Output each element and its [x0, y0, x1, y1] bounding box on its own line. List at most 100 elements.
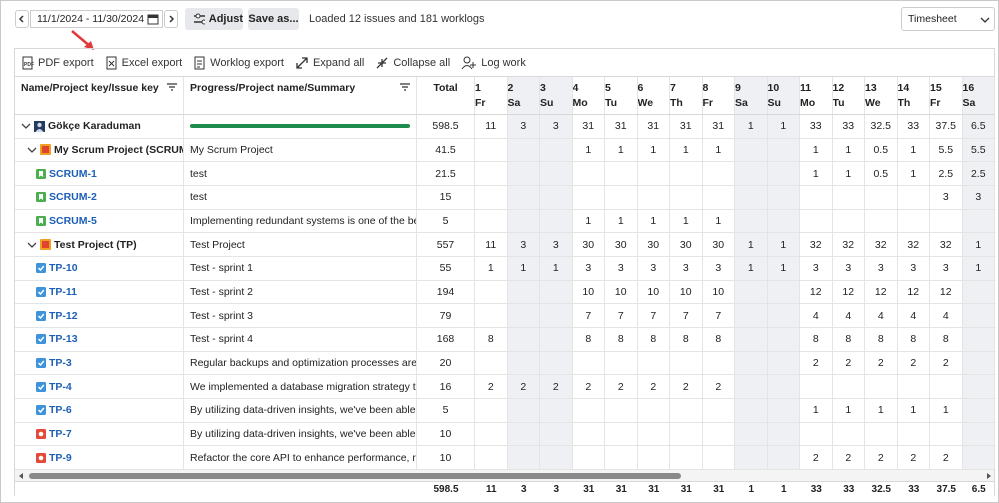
day-cell [540, 351, 573, 375]
icon-part [36, 310, 46, 321]
issue-key[interactable]: SCRUM-1 [49, 167, 97, 180]
day-cell [540, 280, 573, 304]
expand-toggle[interactable] [27, 146, 37, 154]
day-cell: 32.5 [865, 115, 898, 138]
save-as-button[interactable]: Save as... [248, 8, 299, 30]
day-header: 7 Th [670, 77, 703, 114]
icon-part: PDF [24, 62, 34, 68]
icon-part [36, 263, 46, 274]
day-cell [703, 351, 735, 375]
table-row: TP-12 Test - sprint 3 79 7 7 7 7 7 4 4 4 4 4 [15, 304, 995, 328]
day-cell: 3 [930, 256, 963, 280]
day-cell [638, 351, 670, 375]
row-total: 194 [417, 280, 475, 304]
day-cell: 1 [475, 256, 508, 280]
name-cell: TP-7 [15, 422, 184, 446]
icon-part [21, 123, 31, 130]
day-cell: 3 [800, 256, 833, 280]
row-total: 10 [417, 446, 475, 469]
footer-cell: 33 [908, 483, 920, 495]
day-cell: 2 [573, 375, 605, 398]
issue-key[interactable]: TP-6 [49, 404, 72, 417]
day-cell: 3 [540, 233, 573, 256]
row-total: 557 [417, 233, 475, 256]
scrollbar[interactable] [15, 469, 994, 482]
icon-part [21, 123, 31, 130]
view-select[interactable]: Timesheet [901, 7, 995, 31]
action-button[interactable]: Worklog export [193, 56, 284, 70]
footer-spacer [15, 482, 184, 497]
day-cell: 32 [833, 233, 865, 256]
filter-icon[interactable] [167, 82, 177, 94]
day-number: 10 [767, 82, 780, 94]
action-icon [461, 56, 481, 70]
issue-key[interactable]: TP-11 [49, 285, 78, 298]
action-icon [193, 56, 210, 70]
day-header: 3 Su [540, 77, 573, 114]
row-total: 79 [417, 304, 475, 327]
day-cell [670, 422, 703, 446]
issue-key[interactable]: SCRUM-2 [49, 191, 97, 204]
day-number: 6 [637, 82, 644, 94]
day-cell [767, 398, 800, 422]
icon-part [36, 452, 46, 463]
issue-key[interactable]: TP-10 [49, 262, 78, 275]
footer-row: 598.5 11 3 3 31 31 31 31 31 1 1 33 33 32.5 33 37.5 6.5 [15, 482, 994, 497]
day-cell: 10 [703, 280, 735, 304]
icon-part [148, 15, 158, 18]
day-cell [475, 304, 508, 327]
icon-part [19, 472, 23, 479]
day-number: 3 [540, 82, 546, 94]
issue-key[interactable]: TP-7 [49, 427, 72, 440]
prev-button[interactable] [15, 10, 29, 28]
expand-toggle[interactable] [27, 241, 37, 249]
issue-key[interactable]: TP-3 [49, 356, 72, 369]
bug-icon [36, 452, 46, 463]
weekday: Th [670, 97, 683, 109]
summary: Test - sprint 4 [190, 333, 254, 346]
scroll-right[interactable] [985, 472, 993, 480]
issue-key[interactable]: TP-9 [49, 451, 72, 464]
action-button[interactable]: Log work [461, 56, 526, 70]
action-button[interactable]: PDF PDF export [21, 56, 94, 70]
icon-part [296, 56, 308, 69]
day-cell: 1 [735, 115, 768, 138]
footer-total: 598.5 [433, 483, 459, 495]
next-button[interactable] [164, 10, 178, 28]
day-cell: 12 [833, 280, 865, 304]
day-cell: 1 [540, 256, 573, 280]
icon-part [36, 357, 46, 368]
day-cell [638, 422, 670, 446]
issue-key[interactable]: TP-4 [49, 380, 72, 393]
action-label: Expand all [312, 56, 365, 69]
day-cell [605, 422, 638, 446]
day-cell: 11 [475, 233, 508, 256]
date-range-input[interactable]: 11/1/2024 - 11/30/2024 [30, 10, 163, 28]
adjust-button[interactable]: Adjust [185, 8, 243, 30]
issue-key[interactable]: TP-12 [49, 309, 78, 322]
weekday: Su [540, 97, 554, 109]
action-button[interactable]: Excel export [105, 56, 182, 70]
day-cell [833, 185, 865, 209]
summary: We implemented a database migration stra… [190, 380, 417, 393]
expand-toggle[interactable] [21, 122, 31, 130]
day-cell: 30 [573, 233, 605, 256]
issue-key[interactable]: SCRUM-5 [49, 214, 97, 227]
day-cell: 1 [833, 138, 865, 162]
day-cell: 2 [833, 351, 865, 375]
issue-key[interactable]: TP-13 [49, 333, 78, 346]
icon-part [167, 83, 177, 91]
day-cell [507, 185, 540, 209]
day-cell: 4 [800, 304, 833, 327]
filter-icon[interactable] [400, 82, 410, 94]
day-cell: 1 [605, 209, 638, 233]
icon-part [27, 242, 37, 248]
day-header: 8 Fr [703, 77, 735, 114]
action-button[interactable]: Expand all [295, 56, 364, 70]
action-button[interactable]: Collapse all [375, 56, 450, 70]
weekday: Sa [962, 97, 976, 109]
scroll-thumb[interactable] [29, 472, 681, 479]
scroll-left[interactable] [17, 472, 25, 480]
footer-cell: 6.5 [971, 483, 986, 495]
day-cell [507, 351, 540, 375]
